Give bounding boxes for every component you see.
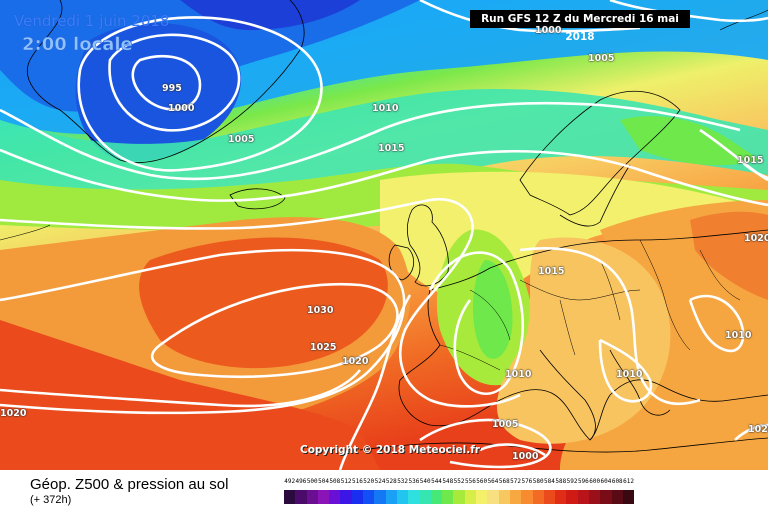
legend-title: Géop. Z500 & pression au sol bbox=[30, 476, 229, 493]
scale-swatch bbox=[577, 490, 590, 504]
scale-label: 552 bbox=[453, 478, 465, 485]
scale-label: 556 bbox=[464, 478, 476, 485]
scale-label: 564 bbox=[487, 478, 499, 485]
scale-label: 600 bbox=[589, 478, 601, 485]
scale-label: 588 bbox=[555, 478, 567, 485]
scale-swatch bbox=[295, 490, 307, 504]
scale-label: 520 bbox=[363, 478, 375, 485]
scale-swatch bbox=[408, 490, 420, 504]
scale-swatch bbox=[600, 490, 612, 504]
scale-label: 528 bbox=[385, 478, 397, 485]
scale-label: 560 bbox=[476, 478, 488, 485]
color-scale-labels: 492 496 500 504 508 512 516 520 524 528 532 536 540 5… bbox=[284, 478, 634, 485]
scale-swatch bbox=[611, 490, 623, 504]
scale-swatch bbox=[317, 490, 330, 504]
scale-label: 576 bbox=[521, 478, 533, 485]
scale-swatch bbox=[622, 490, 635, 504]
scale-swatch bbox=[555, 490, 567, 504]
scale-label: 524 bbox=[374, 478, 386, 485]
scale-label: 572 bbox=[510, 478, 521, 485]
geopotential-field bbox=[0, 0, 768, 470]
isobar-label: 1000 bbox=[168, 103, 195, 114]
scale-swatch bbox=[543, 490, 556, 504]
model-run-label: Run GFS 12 Z du Mercredi 16 mai 2018 bbox=[470, 10, 690, 43]
isobar-label: 1005 bbox=[588, 53, 615, 64]
scale-swatch bbox=[430, 490, 443, 504]
isobar-label: 1000 bbox=[535, 25, 562, 36]
isobar-label: 1005 bbox=[492, 419, 519, 430]
scale-swatch bbox=[329, 490, 341, 504]
scale-swatch bbox=[284, 490, 296, 504]
isobar-label: 1020 bbox=[342, 356, 369, 367]
scale-swatch bbox=[340, 490, 352, 504]
isobar-label: 1005 bbox=[228, 134, 255, 145]
scale-label: 592 bbox=[566, 478, 578, 485]
isobars bbox=[0, 0, 768, 470]
scale-swatch bbox=[442, 490, 454, 504]
scale-label: 548 bbox=[442, 478, 454, 485]
isobar-label: 1020 bbox=[0, 408, 27, 419]
scale-label: 612 bbox=[623, 478, 634, 485]
scale-swatch bbox=[521, 490, 533, 504]
scale-swatch bbox=[351, 490, 364, 504]
isobar-label: 1025 bbox=[310, 342, 337, 353]
scale-swatch bbox=[566, 490, 578, 504]
scale-swatch bbox=[589, 490, 601, 504]
isobar-label: 1015 bbox=[538, 266, 565, 277]
scale-label: 604 bbox=[600, 478, 612, 485]
isobar-label: 1030 bbox=[307, 305, 334, 316]
forecast-date: Vendredi 1 juin 2018 bbox=[14, 12, 170, 30]
scale-label: 584 bbox=[544, 478, 555, 485]
isobar-label: 1000 bbox=[512, 451, 539, 462]
isobar-label: 1020 bbox=[748, 424, 768, 435]
scale-label: 508 bbox=[329, 478, 341, 485]
scale-label: 500 bbox=[306, 478, 318, 485]
scale-label: 532 bbox=[397, 478, 409, 485]
isobar-label: 1015 bbox=[378, 143, 405, 154]
scale-swatch bbox=[306, 490, 318, 504]
scale-swatch bbox=[363, 490, 375, 504]
copyright-text: Copyright © 2018 Meteociel.fr bbox=[300, 444, 480, 456]
scale-swatch bbox=[453, 490, 465, 504]
scale-label: 608 bbox=[611, 478, 623, 485]
weather-map: Vendredi 1 juin 2018 2:00 locale Run GFS… bbox=[0, 0, 768, 470]
scale-label: 516 bbox=[352, 478, 363, 485]
isobar-label: 1015 bbox=[737, 155, 764, 166]
isobar-label: 1010 bbox=[372, 103, 399, 114]
scale-label: 504 bbox=[318, 478, 329, 485]
scale-label: 596 bbox=[577, 478, 589, 485]
scale-label: 544 bbox=[431, 478, 442, 485]
isobar-label: 1010 bbox=[725, 330, 752, 341]
isobar-label: 1020 bbox=[744, 233, 768, 244]
scale-label: 492 bbox=[284, 478, 296, 485]
legend-panel: Géop. Z500 & pression au sol (+ 372h) 49… bbox=[0, 470, 768, 512]
scale-label: 540 bbox=[419, 478, 431, 485]
scale-swatch bbox=[385, 490, 397, 504]
isobar-label: 995 bbox=[162, 83, 182, 94]
scale-swatch bbox=[419, 490, 431, 504]
scale-swatch bbox=[487, 490, 499, 504]
scale-swatch bbox=[476, 490, 488, 504]
scale-label: 496 bbox=[295, 478, 307, 485]
scale-swatch bbox=[532, 490, 544, 504]
scale-swatch bbox=[396, 490, 409, 504]
scale-swatch bbox=[374, 490, 386, 504]
isobar-label: 1010 bbox=[505, 369, 532, 380]
scale-label: 568 bbox=[498, 478, 510, 485]
isobar-label: 1010 bbox=[616, 369, 643, 380]
legend-subtitle: (+ 372h) bbox=[30, 494, 72, 506]
scale-swatch bbox=[509, 490, 522, 504]
scale-label: 512 bbox=[340, 478, 352, 485]
scale-label: 580 bbox=[532, 478, 544, 485]
scale-label: 536 bbox=[408, 478, 420, 485]
forecast-time: 2:00 locale bbox=[22, 34, 133, 56]
scale-swatch bbox=[498, 490, 510, 504]
scale-swatch bbox=[464, 490, 477, 504]
color-scale-bar bbox=[284, 490, 635, 504]
